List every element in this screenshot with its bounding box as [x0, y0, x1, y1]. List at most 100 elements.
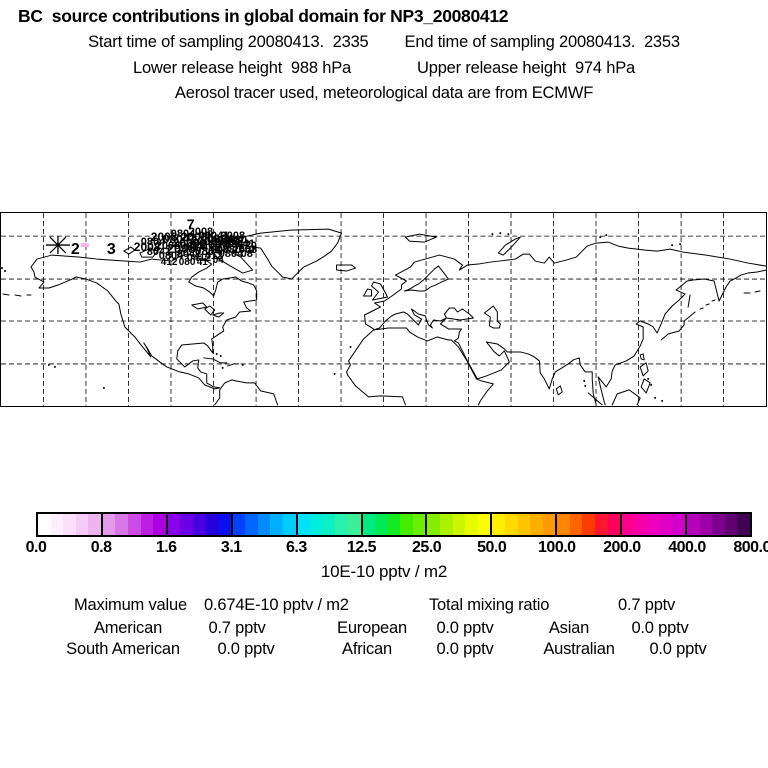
- colorbar-tick-6.3: 6.3: [286, 539, 307, 556]
- colorbar-step: [412, 514, 426, 535]
- colorbar-step: [687, 514, 700, 535]
- colorbar-step: [634, 514, 648, 535]
- total-mixing-ratio-value: 0.7 pptv: [618, 596, 676, 614]
- colorbar-step: [347, 514, 361, 535]
- region-label-european: European: [337, 619, 407, 637]
- colorbar-segment-0: [38, 514, 101, 535]
- colorbar-step: [153, 514, 166, 535]
- colorbar-step: [38, 514, 51, 535]
- colorbar-step: [477, 514, 491, 535]
- colorbar-step: [542, 514, 556, 535]
- colorbar-segment-10: [685, 514, 750, 535]
- svg-text:041: 041: [237, 238, 255, 250]
- colorbar-step: [452, 514, 466, 535]
- colorbar-step: [672, 514, 686, 535]
- colorbar-tick-1.6: 1.6: [155, 539, 177, 556]
- colorbar-step: [335, 514, 348, 535]
- svg-text:080: 080: [229, 234, 247, 246]
- colorbar-step: [569, 514, 583, 535]
- colorbar-step: [699, 514, 713, 535]
- svg-text:2008: 2008: [134, 240, 161, 254]
- colorbar-step: [607, 514, 621, 535]
- svg-text:0412: 0412: [187, 252, 211, 264]
- colorbar-step: [245, 514, 258, 535]
- svg-text:0804: 0804: [171, 228, 196, 240]
- colorbar-step: [192, 514, 206, 535]
- colorbar-step: [387, 514, 401, 535]
- colorbar-segment-1: [100, 514, 166, 535]
- colorbar-step: [50, 514, 64, 535]
- colorbar-step: [622, 514, 635, 535]
- colorbar-segment-4: [295, 514, 361, 535]
- colorbar-step: [375, 514, 388, 535]
- colorbar-step: [400, 514, 413, 535]
- colorbar-step: [322, 514, 336, 535]
- colorbar-step: [712, 514, 725, 535]
- colorbar-step: [465, 514, 478, 535]
- svg-text:080: 080: [179, 257, 196, 268]
- colorbar-step: [557, 514, 570, 535]
- colorbar-step: [530, 514, 543, 535]
- colorbar-step: [310, 514, 323, 535]
- upper-release-text: Upper release height 974 hPa: [417, 59, 636, 77]
- svg-text:41: 41: [197, 257, 209, 268]
- colorbar-step: [737, 514, 750, 535]
- colorbar-step: [232, 514, 246, 535]
- svg-text:2008: 2008: [167, 241, 196, 256]
- colorbar-segment-9: [620, 514, 686, 535]
- colorbar-tick-0.8: 0.8: [90, 539, 112, 556]
- map-number-labels: 2 3 7: [71, 216, 195, 258]
- page-title: BC source contributions in global domain…: [18, 6, 509, 26]
- colorbar-segment-5: [360, 514, 426, 535]
- colorbar-step: [659, 514, 673, 535]
- colorbar-step: [517, 514, 531, 535]
- svg-text:8041: 8041: [147, 246, 171, 258]
- svg-text:0: 0: [249, 244, 255, 256]
- region-label-american: American: [93, 619, 163, 637]
- region-value-asian: 0.0 pptv: [631, 619, 689, 637]
- colorbar-units: 10E-10 pptv / m2: [320, 562, 448, 581]
- colorbar-step: [180, 514, 193, 535]
- svg-text:8041: 8041: [177, 248, 201, 260]
- colorbar-step: [63, 514, 76, 535]
- region-value-australian: 0.0 pptv: [649, 640, 707, 658]
- svg-text:0804: 0804: [141, 236, 166, 248]
- svg-text:20: 20: [245, 240, 257, 252]
- svg-text:412: 412: [205, 250, 223, 262]
- coastlines: [1, 228, 766, 406]
- trajectory-labels: 2008080480412008200804120804080412008080…: [134, 226, 257, 268]
- colorbar-step: [724, 514, 738, 535]
- contribution-patch: [80, 243, 89, 248]
- colorbar-step: [440, 514, 453, 535]
- colorbar-step: [504, 514, 518, 535]
- svg-text:0804: 0804: [159, 250, 184, 262]
- svg-text:0804: 0804: [207, 232, 234, 246]
- colorbar-segment-2: [165, 514, 231, 535]
- colorbar-segment-3: [230, 514, 296, 535]
- max-value-label: Maximum value: [74, 596, 187, 614]
- colorbar-step: [362, 514, 376, 535]
- svg-text:20080412: 20080412: [191, 234, 245, 248]
- start-time-text: Start time of sampling 20080413. 2335: [88, 33, 369, 51]
- region-label-south-american: South American: [66, 640, 180, 658]
- colorbar-tick-0.0: 0.0: [25, 539, 47, 556]
- svg-text:2008: 2008: [221, 230, 245, 242]
- graticule: [1, 213, 766, 406]
- colorbar-step: [75, 514, 89, 535]
- svg-text:08041: 08041: [199, 230, 230, 242]
- svg-text:0804: 0804: [219, 248, 244, 260]
- svg-text:0804: 0804: [195, 244, 222, 258]
- colorbar-tick-25.0: 25.0: [412, 539, 442, 556]
- colorbar-step: [257, 514, 271, 535]
- colorbar-tick-200.0: 200.0: [603, 539, 641, 556]
- sampling-times-line: Start time of sampling 20080413. 2335 En…: [0, 33, 768, 52]
- svg-text:2008: 2008: [181, 230, 208, 244]
- tracer-note-line: Aerosol tracer used, meteorological data…: [0, 84, 768, 103]
- region-label-asian: Asian: [548, 619, 590, 637]
- svg-text:20080412: 20080412: [156, 240, 205, 252]
- svg-text:7: 7: [187, 216, 195, 232]
- colorbar-step: [115, 514, 129, 535]
- total-mixing-ratio-label: Total mixing ratio: [429, 596, 550, 614]
- svg-text:08: 08: [241, 248, 253, 260]
